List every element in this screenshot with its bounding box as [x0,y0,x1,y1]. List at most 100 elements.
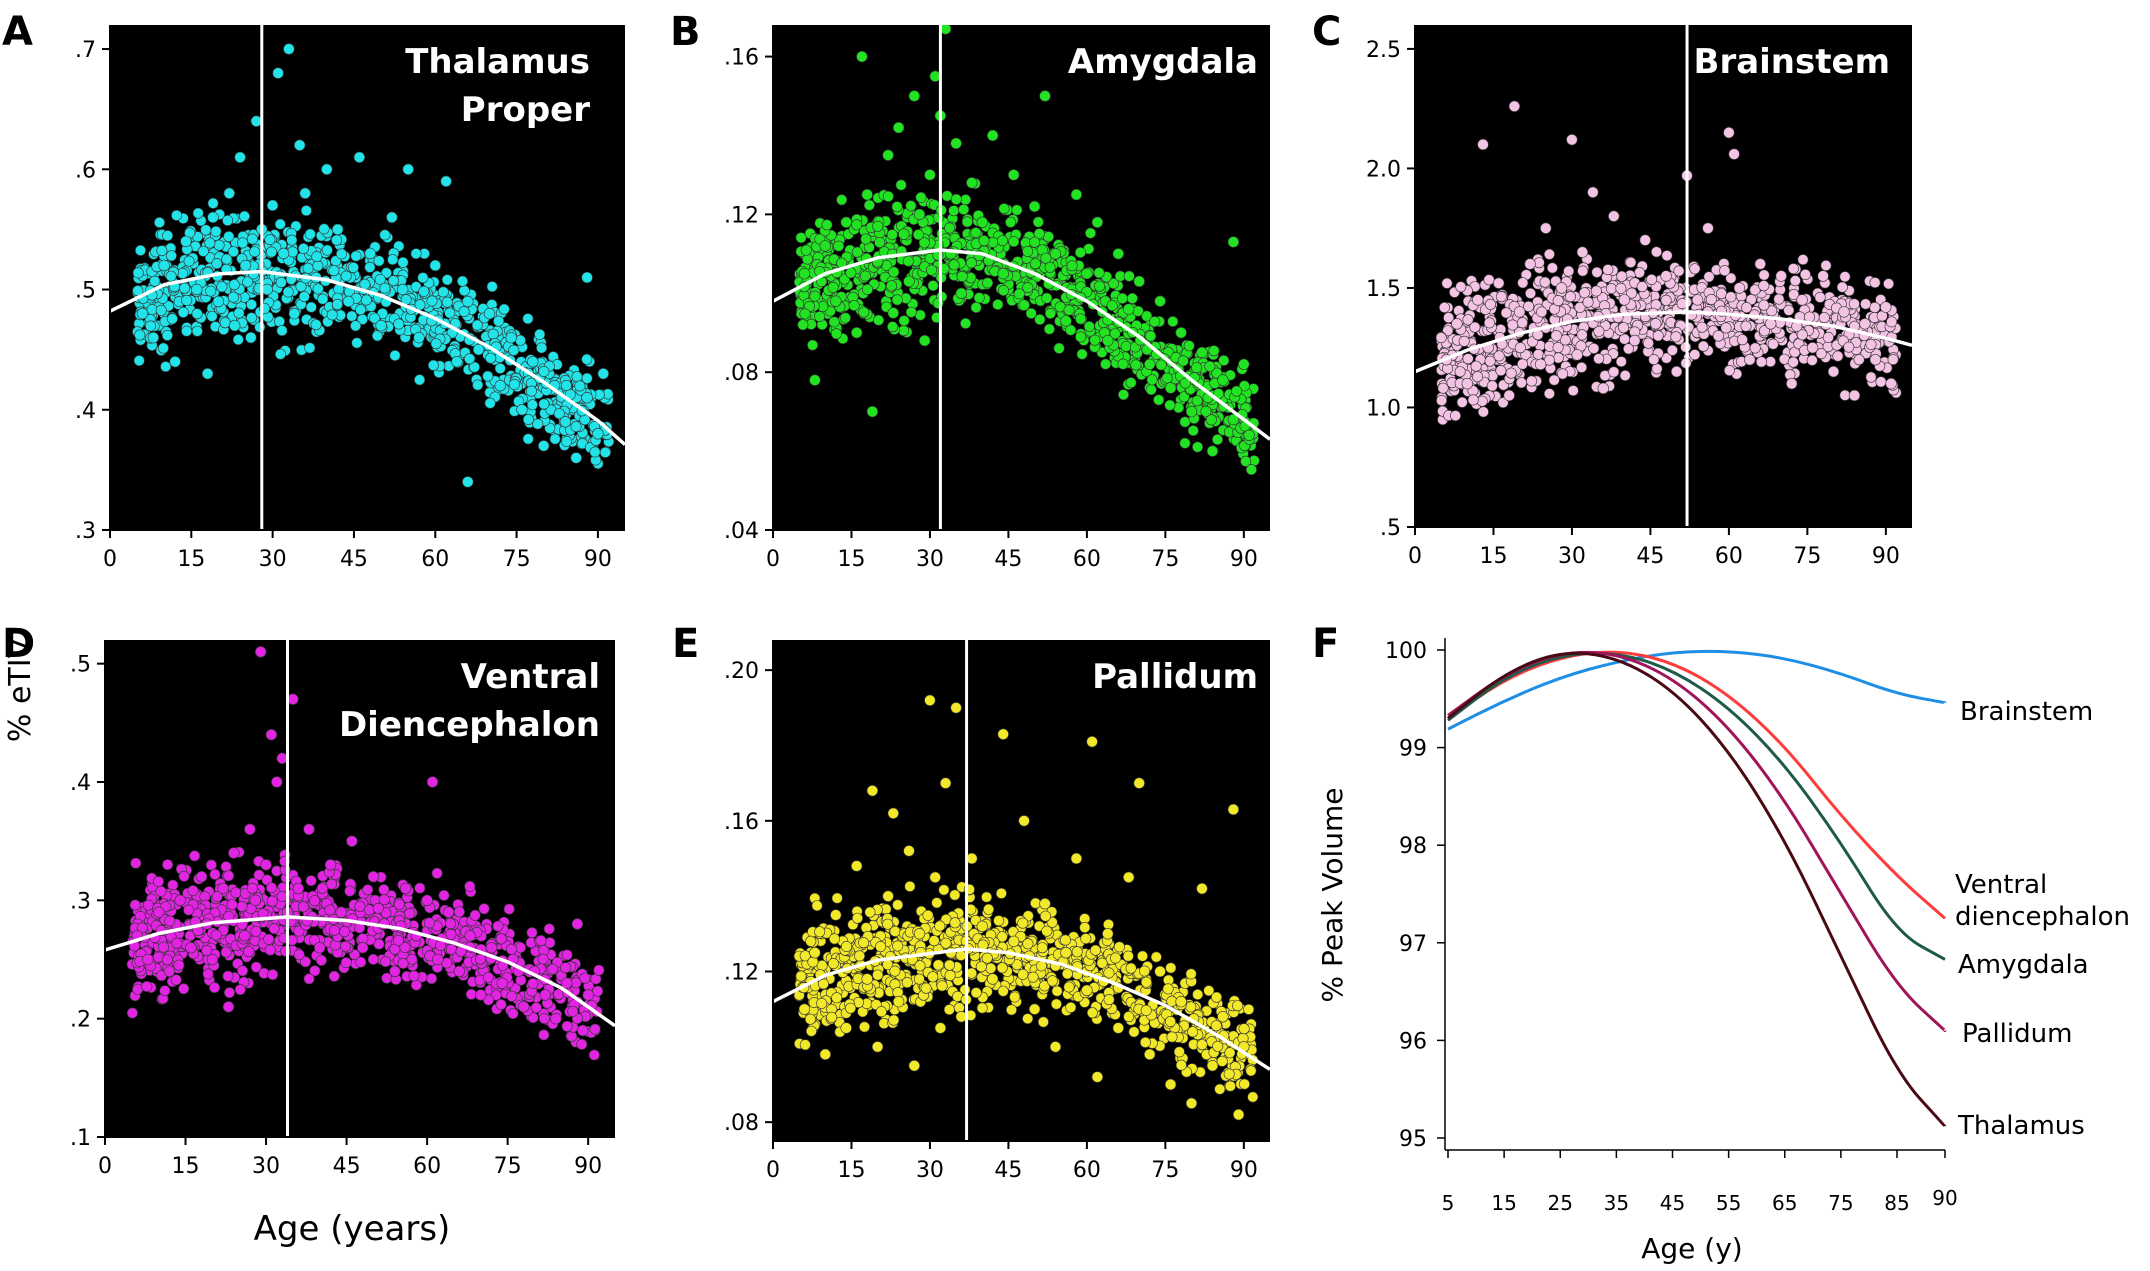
scatter-point [1577,265,1589,277]
scatter-point [1185,1097,1198,1110]
scatter-point [267,969,279,981]
scatter-point [498,303,510,315]
scatter-point [1875,376,1887,388]
scatter-point [1117,358,1129,370]
scatter-point [1703,271,1715,283]
x-tick-label: 45 [994,547,1022,572]
scatter-point [145,320,157,332]
x-tick-label: 75 [1151,547,1179,572]
scatter-point [932,959,944,971]
scatter-point [373,938,385,950]
y-tick-label: .6 [75,158,96,183]
scatter-point [1080,933,1092,945]
scatter-point [973,292,985,304]
scatter-point [1885,377,1897,390]
scatter-point [386,211,398,224]
scatter-point [1484,355,1496,367]
scatter-point [1036,942,1048,954]
scatter-point [1725,272,1737,284]
scatter-point [130,857,142,869]
scatter-point [996,235,1008,247]
scatter-point [178,983,190,995]
scatter-point [1593,353,1605,365]
scatter-point [200,224,212,236]
scatter-point [264,944,276,956]
scatter-point [1513,306,1526,318]
scatter-point [560,962,572,974]
scatter-point [1548,374,1560,386]
scatter-point [1648,353,1660,365]
scatter-point [445,928,457,940]
scatter-point [315,954,327,966]
scatter-point [798,267,811,280]
scatter-point [1523,300,1535,312]
scatter-point [161,329,173,341]
scatter-point [180,235,192,248]
scatter-point [831,992,843,1004]
scatter-point [1033,920,1045,932]
x-tick-label: 60 [421,547,449,572]
scatter-point [949,917,961,929]
scatter-point [830,295,842,307]
scatter-point [250,925,262,937]
scatter-point [297,901,309,913]
scatter-point [1534,358,1547,371]
scatter-point [567,1005,579,1017]
x-tick-label: 15 [177,547,205,572]
scatter-point [1797,254,1809,266]
scatter-point [346,310,358,322]
scatter-point [1206,1059,1219,1072]
scatter-point [1238,380,1250,392]
scatter-point [913,928,926,940]
scatter-point [223,870,235,882]
scatter-point [817,978,829,990]
scatter-point [1495,291,1507,303]
scatter-point [833,240,845,252]
y-tick-label: .3 [75,519,96,544]
scatter-point [1619,369,1631,381]
scatter-point [976,920,988,932]
scatter-point [160,361,172,373]
scatter-point [161,954,173,966]
scatter-point [1065,324,1077,336]
scatter-point [1451,318,1463,330]
scatter-point [1132,305,1144,317]
scatter-point [468,361,480,373]
scatter-point [1206,445,1219,457]
scatter-point [1472,294,1484,306]
y-tick-label: 97 [1399,932,1427,957]
scatter-point [1196,346,1208,359]
scatter-point [1539,276,1551,288]
scatter-point [538,1029,550,1041]
scatter-point [798,1003,811,1015]
series-line-brainstem [1447,649,1946,731]
scatter-point [571,371,583,383]
scatter-point [1476,395,1488,407]
scatter-point [1767,338,1779,350]
scatter-point [1060,946,1072,959]
panel-letter: A [2,9,33,55]
scatter-point [1224,1080,1236,1092]
scatter-point [1162,983,1174,995]
scatter-point [261,283,273,296]
scatter-point [830,328,842,340]
scatter-point [1741,302,1753,314]
scatter-point [913,208,926,221]
scatter-point [1789,275,1801,287]
y-tick-label: .5 [75,279,96,304]
scatter-point [997,985,1009,997]
scatter-point [1441,277,1453,289]
scatter-point [191,325,203,337]
scatter-point [1044,261,1056,273]
scatter-point [1166,1031,1178,1043]
scatter-point [1187,1026,1199,1038]
scatter-point [437,286,449,298]
scatter-point [987,236,999,248]
scatter-point [209,982,221,994]
scatter-point [814,926,826,938]
scatter-point [211,890,223,902]
scatter-point [1122,871,1135,883]
scatter-point [253,869,265,881]
scatter-point [1041,925,1053,937]
